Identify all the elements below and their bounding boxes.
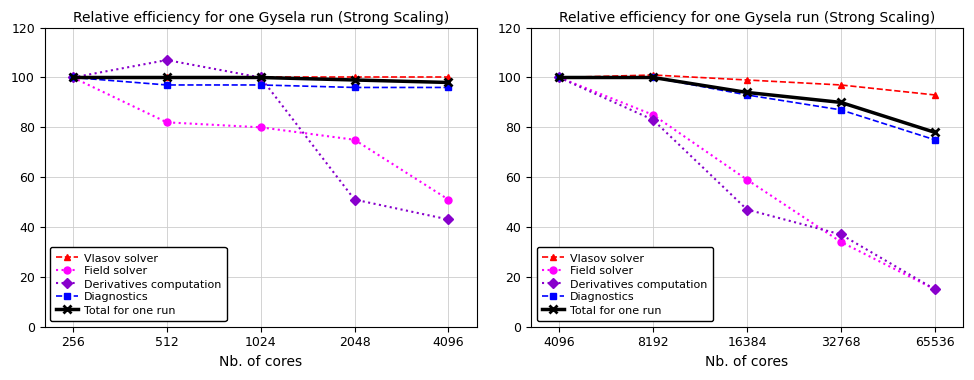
Vlasov solver [835, 83, 846, 87]
Line: Vlasov solver: Vlasov solver [69, 74, 452, 81]
Field solver [442, 197, 454, 202]
Line: Total for one run: Total for one run [69, 73, 453, 87]
Vlasov solver [442, 75, 454, 80]
Vlasov solver [647, 73, 658, 77]
Field solver [161, 120, 172, 125]
Legend: Vlasov solver, Field solver, Derivatives computation, Diagnostics, Total for one: Vlasov solver, Field solver, Derivatives… [51, 247, 227, 321]
Derivatives computation [349, 197, 360, 202]
Line: Diagnostics: Diagnostics [556, 74, 938, 143]
Field solver [647, 112, 658, 117]
Line: Field solver: Field solver [556, 74, 938, 293]
Vlasov solver [161, 75, 172, 80]
Vlasov solver [67, 75, 79, 80]
Diagnostics [553, 75, 565, 80]
Derivatives computation [442, 217, 454, 222]
Total for one run [349, 78, 360, 82]
Diagnostics [835, 108, 846, 112]
Derivatives computation [255, 75, 267, 80]
Diagnostics [349, 85, 360, 90]
Line: Field solver: Field solver [69, 74, 452, 203]
Total for one run [67, 75, 79, 80]
Diagnostics [741, 93, 753, 97]
Field solver [255, 125, 267, 130]
Vlasov solver [349, 75, 360, 80]
Derivatives computation [647, 117, 658, 122]
Field solver [349, 138, 360, 142]
Line: Total for one run: Total for one run [555, 73, 939, 136]
Derivatives computation [835, 232, 846, 237]
Total for one run [741, 90, 753, 95]
X-axis label: Nb. of cores: Nb. of cores [219, 355, 302, 369]
Title: Relative efficiency for one Gysela run (Strong Scaling): Relative efficiency for one Gysela run (… [72, 11, 449, 25]
X-axis label: Nb. of cores: Nb. of cores [705, 355, 789, 369]
Line: Vlasov solver: Vlasov solver [556, 71, 938, 98]
Total for one run [255, 75, 267, 80]
Vlasov solver [741, 78, 753, 82]
Total for one run [442, 80, 454, 85]
Diagnostics [929, 138, 941, 142]
Vlasov solver [255, 75, 267, 80]
Field solver [835, 240, 846, 244]
Derivatives computation [67, 75, 79, 80]
Diagnostics [67, 75, 79, 80]
Total for one run [835, 100, 846, 104]
Total for one run [647, 75, 658, 80]
Line: Derivatives computation: Derivatives computation [69, 57, 452, 223]
Diagnostics [255, 83, 267, 87]
Title: Relative efficiency for one Gysela run (Strong Scaling): Relative efficiency for one Gysela run (… [559, 11, 935, 25]
Legend: Vlasov solver, Field solver, Derivatives computation, Diagnostics, Total for one: Vlasov solver, Field solver, Derivatives… [537, 247, 713, 321]
Vlasov solver [929, 93, 941, 97]
Derivatives computation [741, 207, 753, 212]
Field solver [929, 287, 941, 291]
Derivatives computation [161, 58, 172, 62]
Field solver [553, 75, 565, 80]
Total for one run [553, 75, 565, 80]
Derivatives computation [553, 75, 565, 80]
Field solver [741, 177, 753, 182]
Line: Derivatives computation: Derivatives computation [556, 74, 938, 293]
Total for one run [161, 75, 172, 80]
Vlasov solver [553, 75, 565, 80]
Diagnostics [161, 83, 172, 87]
Derivatives computation [929, 287, 941, 291]
Line: Diagnostics: Diagnostics [69, 74, 452, 91]
Diagnostics [442, 85, 454, 90]
Diagnostics [647, 75, 658, 80]
Field solver [67, 75, 79, 80]
Total for one run [929, 130, 941, 135]
